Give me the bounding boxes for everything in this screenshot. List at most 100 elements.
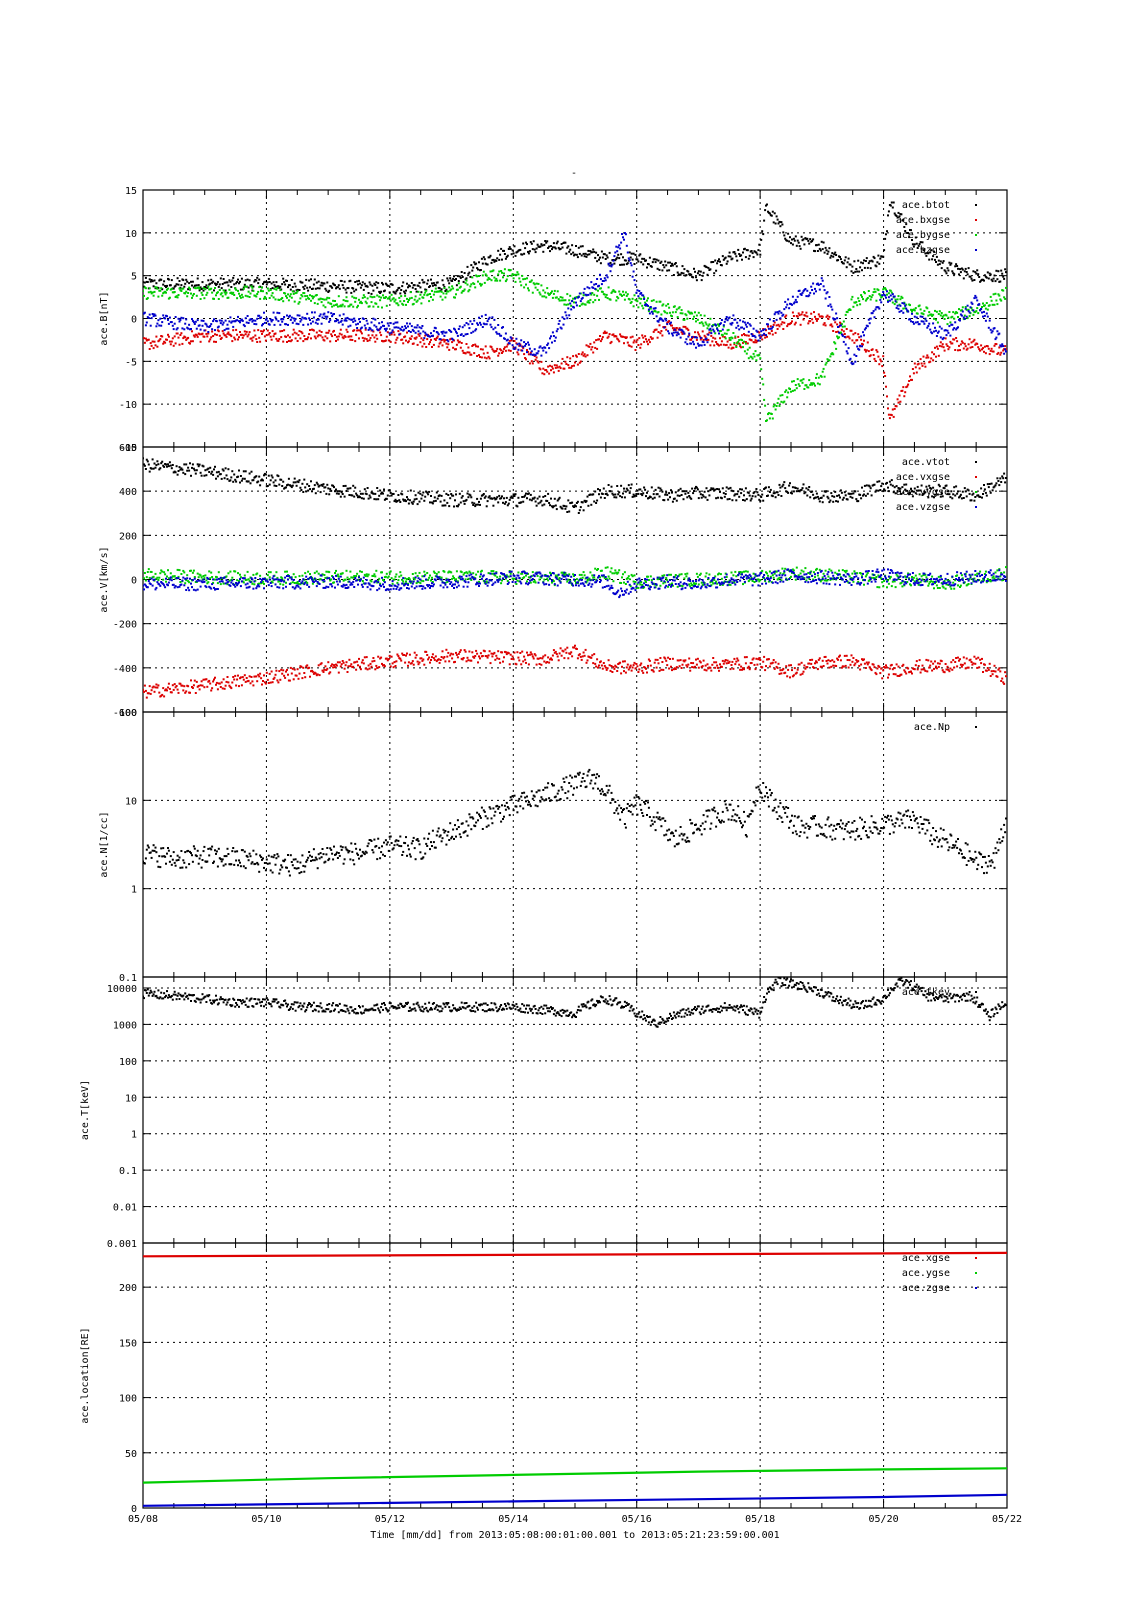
data-point bbox=[396, 302, 399, 305]
data-point bbox=[431, 502, 434, 505]
data-point bbox=[759, 357, 762, 360]
data-point bbox=[836, 317, 839, 320]
data-point bbox=[530, 279, 533, 282]
data-point bbox=[561, 296, 564, 299]
data-point bbox=[744, 342, 747, 345]
data-point bbox=[253, 323, 256, 325]
data-point bbox=[501, 258, 503, 261]
data-point bbox=[149, 342, 152, 345]
data-point bbox=[603, 277, 606, 280]
data-point bbox=[803, 243, 806, 246]
data-point bbox=[516, 343, 519, 346]
data-point bbox=[949, 496, 952, 499]
data-point bbox=[206, 291, 209, 294]
data-point bbox=[155, 464, 158, 467]
data-point bbox=[224, 289, 227, 292]
data-point bbox=[247, 333, 250, 336]
data-point bbox=[316, 335, 319, 338]
data-point bbox=[320, 662, 323, 665]
data-point bbox=[886, 395, 888, 398]
data-point bbox=[863, 493, 865, 496]
data-point bbox=[194, 472, 197, 475]
data-point bbox=[176, 296, 179, 299]
data-point bbox=[668, 306, 671, 309]
data-point bbox=[220, 477, 223, 480]
data-point bbox=[621, 294, 623, 297]
data-point bbox=[205, 678, 208, 681]
data-point bbox=[499, 348, 502, 351]
data-point bbox=[273, 484, 276, 487]
data-point bbox=[333, 313, 335, 315]
data-point bbox=[374, 284, 377, 286]
data-point bbox=[247, 286, 250, 289]
data-point bbox=[964, 267, 967, 270]
data-point bbox=[714, 337, 717, 340]
data-point bbox=[548, 372, 551, 375]
data-point bbox=[941, 495, 944, 498]
data-point bbox=[875, 349, 878, 352]
data-point bbox=[346, 316, 349, 319]
data-point bbox=[318, 674, 321, 677]
data-point bbox=[693, 490, 695, 492]
data-point bbox=[755, 488, 758, 490]
data-point bbox=[683, 318, 686, 321]
data-point bbox=[599, 496, 602, 499]
data-point bbox=[390, 494, 393, 497]
data-point bbox=[542, 250, 545, 253]
data-point bbox=[426, 282, 429, 285]
data-point bbox=[397, 494, 400, 496]
data-point bbox=[313, 484, 316, 487]
data-point bbox=[952, 328, 955, 331]
data-point bbox=[335, 340, 337, 342]
data-point bbox=[248, 331, 251, 334]
data-point bbox=[970, 301, 973, 304]
data-point bbox=[370, 292, 373, 295]
data-point bbox=[570, 366, 573, 369]
data-point bbox=[667, 498, 670, 501]
data-point bbox=[549, 364, 551, 367]
data-point bbox=[936, 263, 939, 266]
data-point bbox=[858, 270, 861, 273]
data-point bbox=[723, 495, 726, 498]
data-point bbox=[479, 348, 482, 351]
data-point bbox=[870, 494, 873, 497]
data-point bbox=[670, 489, 672, 492]
data-point bbox=[871, 348, 874, 351]
data-point bbox=[714, 259, 717, 262]
data-point bbox=[331, 663, 334, 666]
data-point bbox=[963, 487, 966, 490]
data-point bbox=[576, 500, 579, 503]
data-point bbox=[192, 334, 195, 337]
data-point bbox=[736, 321, 739, 324]
data-point bbox=[308, 333, 311, 336]
data-point bbox=[357, 329, 359, 332]
data-point bbox=[605, 254, 608, 257]
data-point bbox=[227, 468, 230, 471]
data-point bbox=[480, 257, 483, 260]
data-point bbox=[234, 287, 237, 290]
data-point bbox=[727, 255, 730, 258]
data-point bbox=[846, 261, 849, 264]
data-point bbox=[455, 330, 457, 333]
data-point bbox=[334, 334, 336, 336]
y-tick-label: 600 bbox=[119, 443, 137, 454]
data-point bbox=[441, 344, 444, 347]
data-point bbox=[924, 252, 927, 255]
data-point bbox=[904, 304, 907, 307]
data-point bbox=[473, 283, 476, 285]
plot-area bbox=[143, 457, 1007, 699]
data-point bbox=[764, 209, 767, 212]
data-point bbox=[709, 327, 712, 330]
data-point bbox=[414, 494, 417, 497]
data-point bbox=[165, 463, 167, 466]
data-point bbox=[159, 338, 162, 341]
data-point bbox=[565, 303, 568, 306]
data-point bbox=[171, 337, 174, 340]
data-point bbox=[488, 278, 491, 280]
data-point bbox=[659, 487, 662, 490]
data-point bbox=[688, 334, 691, 337]
data-point bbox=[422, 658, 425, 661]
data-point bbox=[884, 287, 887, 290]
data-point bbox=[151, 291, 154, 294]
data-point bbox=[918, 323, 921, 326]
